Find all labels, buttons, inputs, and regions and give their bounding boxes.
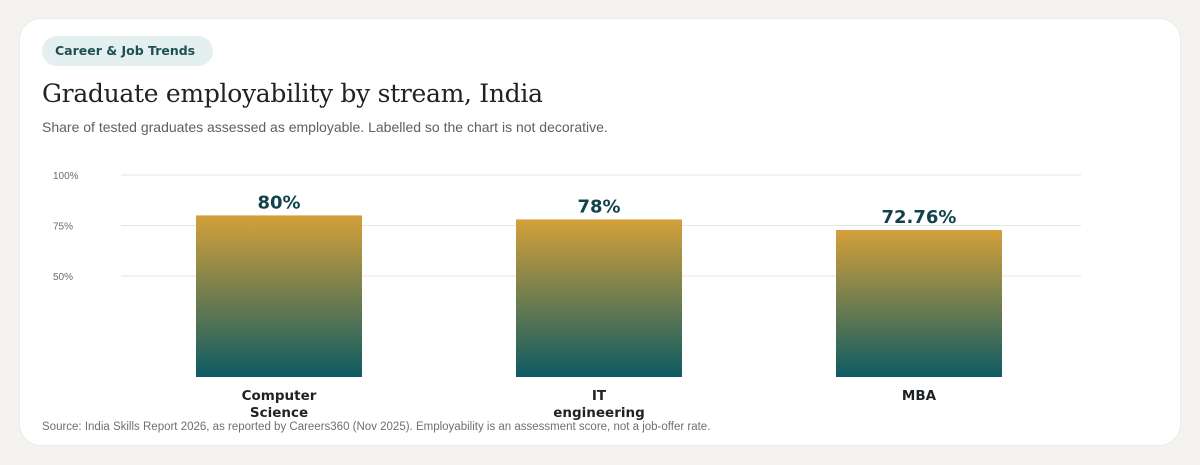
category-label: Computer Science — [242, 388, 317, 421]
value-label: 78% — [577, 196, 620, 217]
bar-1 — [516, 219, 682, 377]
category-tag: Career & Job Trends — [42, 36, 214, 66]
chart-card: Career & Job Trends Graduate employabili… — [19, 18, 1181, 446]
category-label: MBA — [902, 388, 937, 404]
y-tick-label: 50% — [53, 272, 73, 283]
bar-0 — [196, 215, 362, 377]
bar-2 — [836, 230, 1002, 377]
chart-title: Graduate employability by stream, India — [42, 79, 543, 108]
value-label: 72.76% — [882, 207, 957, 228]
y-tick-label: 75% — [53, 222, 73, 233]
labels: 50% 75% 100% 80% Computer Science 78% IT enginee… — [53, 171, 956, 421]
bars — [196, 215, 1002, 377]
source-note: Source: India Skills Report 2026, as rep… — [42, 421, 711, 433]
bar-chart: 50% 75% 100% 80% Computer Science 78% IT enginee… — [53, 171, 1081, 421]
category-label: IT engineering — [553, 388, 645, 421]
y-tick-label: 100% — [53, 171, 79, 182]
value-label: 80% — [257, 192, 300, 213]
chart-subtitle: Share of tested graduates assessed as em… — [42, 119, 608, 135]
